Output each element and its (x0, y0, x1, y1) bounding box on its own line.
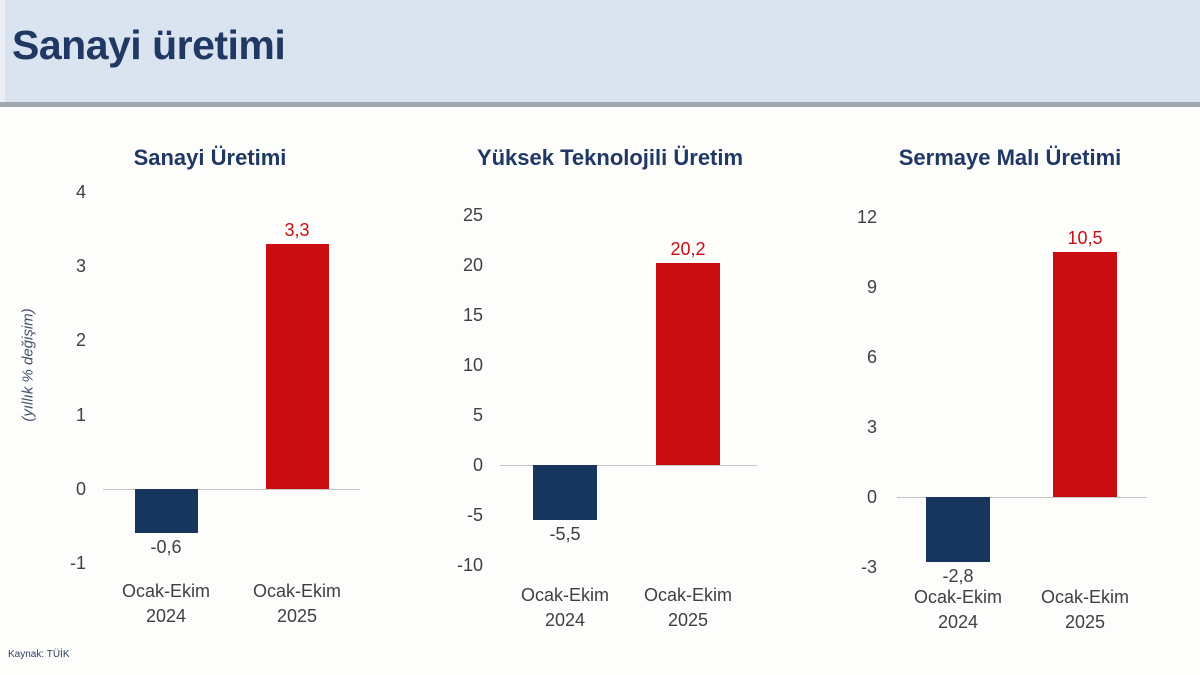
y-tick-label: 25 (462, 205, 483, 225)
y-tick-label: -10 (456, 555, 483, 575)
x-category-label-line: 2025 (667, 610, 709, 630)
bar-ocak-ekim-2025 (656, 263, 720, 465)
x-category-label: Ocak-Ekim 2024 (883, 585, 1033, 635)
x-category-label-line: 2024 (937, 612, 979, 632)
x-category-label-line: Ocak-Ekim (913, 587, 1002, 607)
x-category-label: Ocak-Ekim 2025 (613, 583, 763, 633)
x-category-label-line: 2025 (1064, 612, 1106, 632)
x-category-label-line: Ocak-Ekim (1040, 587, 1129, 607)
y-tick-label: -3 (860, 557, 877, 577)
y-tick-label: 5 (472, 405, 483, 425)
x-category-label-line: 2025 (276, 606, 318, 626)
zero-axis-line (500, 465, 757, 466)
y-axis-label: (yıllık % değişim) (19, 308, 37, 422)
bar-ocak-ekim-2025 (1053, 252, 1117, 497)
y-tick-label: 10 (462, 355, 483, 375)
y-tick-label: 20 (462, 255, 483, 275)
x-category-label-line: 2024 (544, 610, 586, 630)
x-category-label-line: Ocak-Ekim (520, 585, 609, 605)
y-tick-label: 3 (75, 256, 86, 277)
bar-ocak-ekim-2024 (533, 465, 597, 520)
bar-ocak-ekim-2024 (926, 497, 990, 563)
y-tick-label: 0 (866, 487, 877, 507)
data-label: -2,8 (942, 566, 974, 587)
y-tick-label: 0 (75, 478, 86, 499)
slide-header: Sanayi üretimi (0, 0, 1200, 107)
x-category-label-line: Ocak-Ekim (643, 585, 732, 605)
y-tick-label: 12 (856, 207, 877, 227)
x-category-label-line: Ocak-Ekim (121, 581, 210, 601)
bar-ocak-ekim-2024 (134, 488, 198, 534)
x-category-label-line: Ocak-Ekim (252, 581, 341, 601)
data-label: 3,3 (284, 219, 310, 240)
y-tick-label: 9 (866, 277, 877, 297)
y-tick-label: -1 (69, 553, 86, 573)
data-label: -5,5 (549, 524, 581, 544)
chart-title-sanayi-uretimi: Sanayi Üretimi (133, 145, 287, 170)
y-tick-label: 15 (462, 305, 483, 325)
x-category-label: Ocak-Ekim 2024 (91, 579, 241, 629)
x-category-label: Ocak-Ekim 2024 (490, 583, 640, 633)
y-tick-label: 6 (866, 347, 877, 367)
data-label: 10,5 (1067, 228, 1103, 248)
zero-axis-line (103, 489, 360, 490)
zero-axis-line (897, 497, 1147, 498)
data-label: 20,2 (670, 239, 706, 259)
x-category-label-line: 2024 (145, 606, 187, 626)
y-tick-label: 3 (866, 417, 877, 437)
y-tick-label: 4 (75, 182, 86, 202)
chart-title-sermaye-mali-uretimi: Sermaye Malı Üretimi (898, 145, 1122, 170)
page-title: Sanayi üretimi (12, 22, 286, 68)
y-tick-label: -5 (466, 505, 483, 525)
data-label: -0,6 (150, 537, 182, 558)
chart-title-yuksek-teknolojili-uretim: Yüksek Teknolojili Üretim (476, 145, 744, 170)
bar-ocak-ekim-2025 (265, 243, 329, 489)
source-note: Kaynak: TÜİK (8, 649, 70, 660)
y-tick-label: 0 (472, 455, 483, 475)
x-category-label: Ocak-Ekim 2025 (222, 579, 372, 629)
x-category-label: Ocak-Ekim 2025 (1010, 585, 1160, 635)
